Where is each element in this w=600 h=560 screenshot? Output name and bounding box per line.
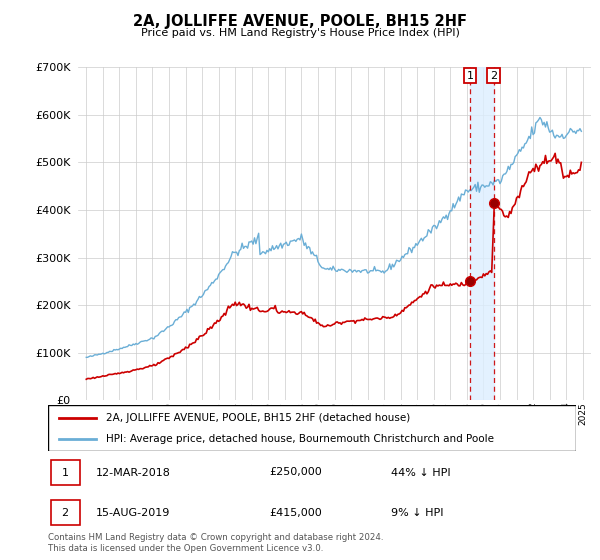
Bar bbox=[470, 67, 494, 400]
Text: Contains HM Land Registry data © Crown copyright and database right 2024.
This d: Contains HM Land Registry data © Crown c… bbox=[48, 533, 383, 553]
Text: HPI: Average price, detached house, Bournemouth Christchurch and Poole: HPI: Average price, detached house, Bour… bbox=[106, 435, 494, 444]
Text: £250,000: £250,000 bbox=[270, 468, 323, 478]
Text: Price paid vs. HM Land Registry's House Price Index (HPI): Price paid vs. HM Land Registry's House … bbox=[140, 28, 460, 38]
Text: 44% ↓ HPI: 44% ↓ HPI bbox=[391, 468, 451, 478]
Text: 1: 1 bbox=[467, 71, 473, 81]
Text: 2A, JOLLIFFE AVENUE, POOLE, BH15 2HF: 2A, JOLLIFFE AVENUE, POOLE, BH15 2HF bbox=[133, 14, 467, 29]
Text: 2: 2 bbox=[490, 71, 497, 81]
Bar bbox=[50, 501, 80, 525]
Text: 12-MAR-2018: 12-MAR-2018 bbox=[95, 468, 170, 478]
Text: 1: 1 bbox=[62, 468, 68, 478]
Text: 2: 2 bbox=[62, 507, 69, 517]
Bar bbox=[50, 460, 80, 484]
Text: £415,000: £415,000 bbox=[270, 507, 323, 517]
Text: 9% ↓ HPI: 9% ↓ HPI bbox=[391, 507, 444, 517]
Text: 2A, JOLLIFFE AVENUE, POOLE, BH15 2HF (detached house): 2A, JOLLIFFE AVENUE, POOLE, BH15 2HF (de… bbox=[106, 413, 410, 423]
Text: 15-AUG-2019: 15-AUG-2019 bbox=[95, 507, 170, 517]
